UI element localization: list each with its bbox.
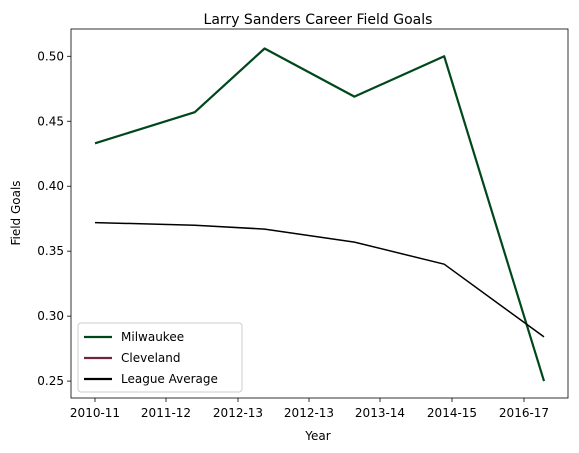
x-tick-label: 2011-12: [141, 406, 191, 420]
legend-label-league-average: League Average: [121, 372, 218, 386]
x-axis-label: Year: [304, 429, 330, 443]
series-line-league-average: [94, 221, 545, 338]
y-tick-label: 0.40: [37, 179, 64, 193]
series-lines: [94, 47, 546, 382]
legend-label-milwaukee: Milwaukee: [121, 330, 184, 344]
x-tick-label: 2012-13: [284, 406, 334, 420]
x-tick-label: 2012-13: [213, 406, 263, 420]
x-tick-label: 2014-15: [427, 406, 477, 420]
plot-frame: [70, 28, 569, 399]
y-tick-label: 0.50: [37, 49, 64, 63]
y-axis-ticks: 0.25 0.30 0.35 0.40 0.45 0.50: [37, 49, 71, 388]
legend: Milwaukee Cleveland League Average: [77, 322, 243, 393]
y-tick-label: 0.45: [37, 114, 64, 128]
chart-title: Larry Sanders Career Field Goals: [204, 12, 433, 28]
legend-frame: [77, 322, 243, 393]
x-tick-label: 2016-17: [499, 406, 549, 420]
y-tick-label: 0.35: [37, 244, 64, 258]
y-tick-label: 0.25: [37, 374, 64, 388]
series-line-milwaukee: [94, 47, 546, 382]
y-axis-label: Field Goals: [9, 180, 23, 245]
legend-label-cleveland: Cleveland: [121, 351, 181, 365]
x-tick-label: 2010-11: [70, 406, 120, 420]
x-axis-ticks: 2010-11 2011-12 2012-13 2012-13 2013-14 2014-…: [70, 398, 549, 420]
x-tick-label: 2013-14: [355, 406, 405, 420]
y-tick-label: 0.30: [37, 309, 64, 323]
